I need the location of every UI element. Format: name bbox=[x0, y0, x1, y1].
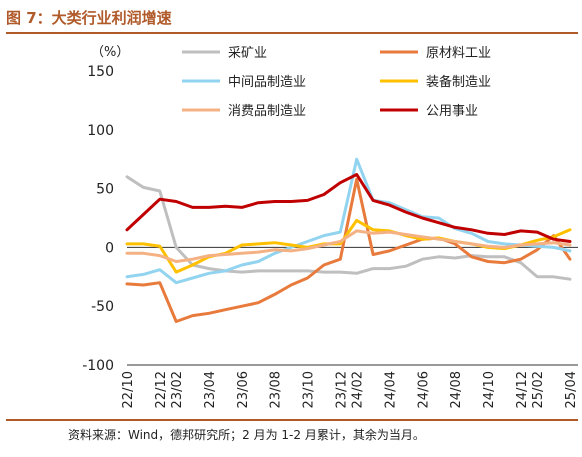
x-tick-label: 24/12 bbox=[515, 371, 530, 408]
x-tick-label: 23/04 bbox=[203, 371, 218, 408]
y-tick-label: 0 bbox=[105, 240, 114, 256]
legend-label: 采矿业 bbox=[228, 46, 267, 61]
x-tick-label: 23/02 bbox=[170, 371, 185, 408]
y-tick-label: 100 bbox=[87, 123, 114, 139]
x-tick-label: 24/08 bbox=[449, 371, 464, 408]
x-tick-label: 25/04 bbox=[564, 371, 579, 408]
series-line bbox=[125, 175, 572, 281]
x-tick-label: 23/06 bbox=[236, 371, 251, 408]
series-line bbox=[125, 177, 572, 323]
x-tick-label: 22/10 bbox=[121, 371, 136, 408]
x-tick-label: 24/10 bbox=[482, 371, 497, 408]
figure-title: 图 7：大类行业利润增速 bbox=[6, 9, 172, 27]
y-tick-label: 50 bbox=[96, 182, 114, 198]
x-tick-label: 25/02 bbox=[531, 371, 546, 408]
y-axis-unit-label: （%） bbox=[91, 45, 129, 60]
legend-label: 消费品制造业 bbox=[228, 104, 306, 119]
y-tick-label: -50 bbox=[91, 299, 114, 315]
series-line bbox=[125, 229, 572, 263]
x-tick-label: 24/06 bbox=[416, 371, 431, 408]
x-tick-label: 24/02 bbox=[351, 371, 366, 408]
x-tick-label: 23/10 bbox=[301, 371, 316, 408]
legend-label: 原材料工业 bbox=[426, 46, 491, 61]
title-rule bbox=[6, 32, 578, 34]
x-tick-label: 23/08 bbox=[269, 371, 284, 408]
x-tick-label: 22/12 bbox=[154, 371, 169, 408]
series-line bbox=[125, 173, 572, 243]
legend-label: 公用事业 bbox=[426, 104, 478, 119]
y-tick-label: -100 bbox=[82, 358, 114, 374]
source-note: 资料来源：Wind，德邦研究所；2 月为 1-2 月累计，其余为当月。 bbox=[68, 428, 425, 442]
legend-label: 中间品制造业 bbox=[228, 75, 306, 90]
bottom-rule bbox=[6, 419, 578, 421]
series-line bbox=[125, 157, 572, 285]
legend-label: 装备制造业 bbox=[426, 74, 491, 90]
line-chart: （%） 150 100 50 0 -50 -100 22/10 22/12 23/02 23/04 2… bbox=[82, 45, 579, 408]
x-tick-label: 23/12 bbox=[334, 371, 349, 408]
x-tick-label: 24/04 bbox=[384, 371, 399, 408]
y-tick-label: 150 bbox=[87, 64, 114, 80]
